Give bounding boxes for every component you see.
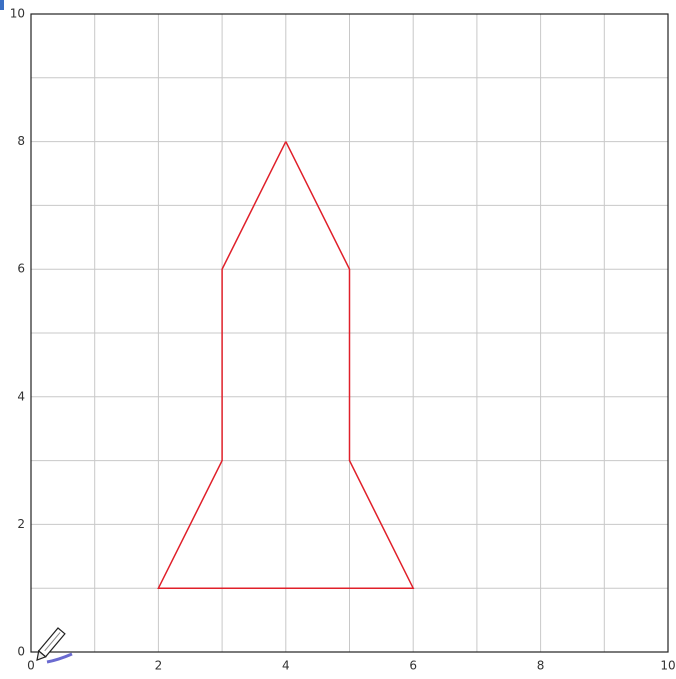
x-tick-label: 4 [282, 659, 290, 673]
line-series [157, 141, 415, 589]
corner-mark [0, 0, 4, 10]
y-tick-label: 4 [17, 389, 25, 403]
x-tick-label: 2 [155, 659, 163, 673]
x-tick-label: 10 [660, 659, 675, 673]
x-tick-label: 8 [537, 659, 545, 673]
y-tick-label: 6 [17, 262, 25, 276]
plot-area: 0 2 4 6 8 10 0 2 4 6 8 10 [10, 7, 676, 673]
pencil-stroke [46, 652, 73, 664]
plot-border [30, 13, 669, 653]
x-tick-label: 0 [27, 659, 35, 673]
y-tick-label: 8 [17, 134, 25, 148]
y-tick-label: 2 [17, 517, 25, 531]
y-tick-label: 0 [17, 645, 25, 659]
pencil-icon [36, 627, 66, 661]
x-tick-label: 6 [409, 659, 417, 673]
y-tick-label: 10 [10, 7, 25, 21]
